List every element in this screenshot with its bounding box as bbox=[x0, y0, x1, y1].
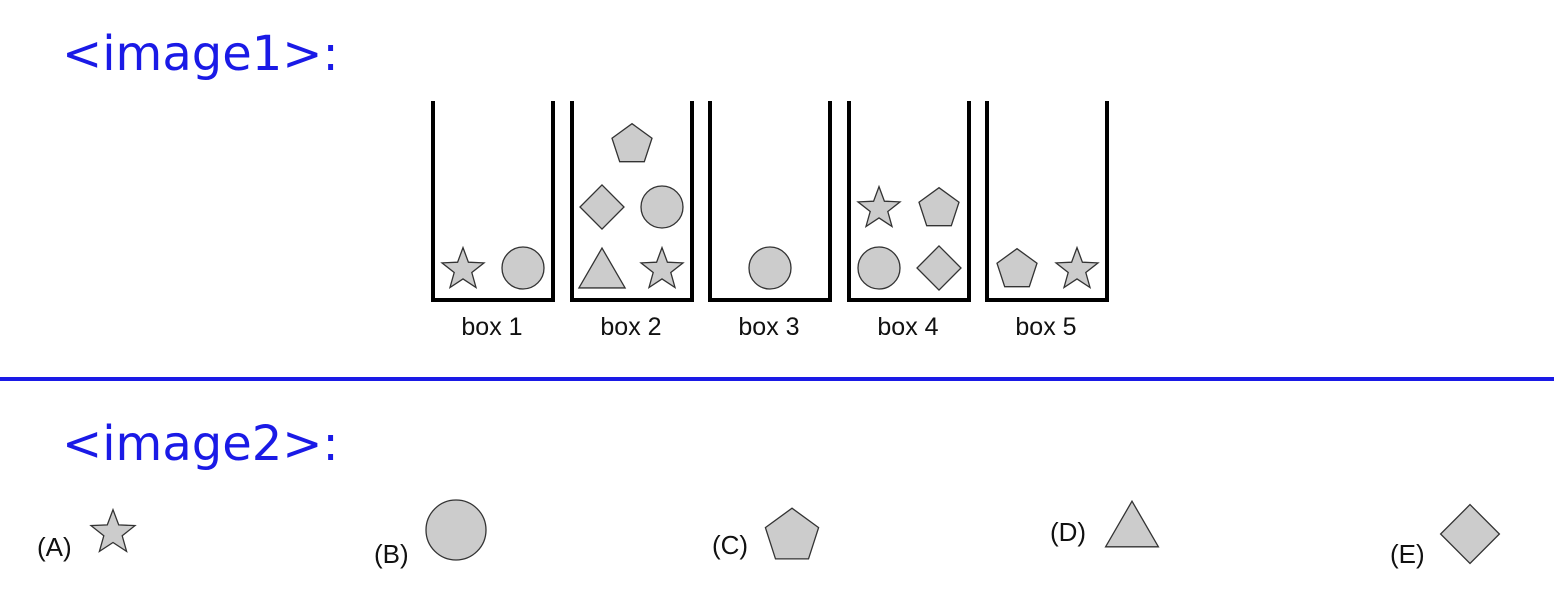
boxes-group bbox=[431, 101, 1109, 302]
box-4-outline bbox=[847, 101, 971, 302]
diamond-shape bbox=[1439, 503, 1501, 565]
circle-shape bbox=[501, 246, 545, 290]
box-2-outline bbox=[570, 101, 694, 302]
star-shape bbox=[856, 184, 902, 229]
box-3-outline bbox=[708, 101, 832, 302]
circle-shape bbox=[640, 185, 684, 229]
option-b-label: (B) bbox=[374, 539, 409, 569]
star-shape bbox=[1054, 245, 1100, 290]
diamond-shape bbox=[579, 183, 625, 231]
circle-shape bbox=[425, 499, 487, 561]
box-label: box 5 bbox=[1015, 313, 1077, 341]
circle-shape bbox=[748, 246, 792, 290]
circle-shape bbox=[857, 246, 901, 290]
shapes-group bbox=[440, 122, 1100, 292]
box-label: box 3 bbox=[738, 313, 800, 341]
triangle-shape bbox=[577, 246, 627, 289]
box-5-outline bbox=[985, 101, 1109, 302]
pentagon-shape bbox=[996, 247, 1038, 288]
diamond-shape bbox=[916, 244, 962, 292]
options-group bbox=[89, 499, 1501, 565]
star-shape bbox=[89, 507, 137, 553]
option-a-label: (A) bbox=[37, 532, 72, 562]
star-shape bbox=[440, 245, 486, 290]
option-d-label: (D) bbox=[1050, 517, 1087, 547]
pentagon-shape bbox=[611, 122, 653, 163]
pentagon-shape bbox=[764, 507, 820, 560]
box-label: box 4 bbox=[877, 313, 939, 341]
option-e-label: (E) bbox=[1390, 539, 1425, 569]
box-label: box 1 bbox=[461, 313, 523, 341]
section-divider bbox=[0, 377, 1554, 381]
pentagon-shape bbox=[918, 186, 960, 227]
star-shape bbox=[639, 245, 685, 290]
box-label: box 2 bbox=[600, 313, 662, 341]
triangle-shape bbox=[1104, 499, 1160, 548]
option-c-label: (C) bbox=[712, 530, 749, 560]
image2-header: <image2>: bbox=[62, 416, 339, 472]
box-1-outline bbox=[431, 101, 555, 302]
image1-header: <image1>: bbox=[62, 26, 339, 82]
